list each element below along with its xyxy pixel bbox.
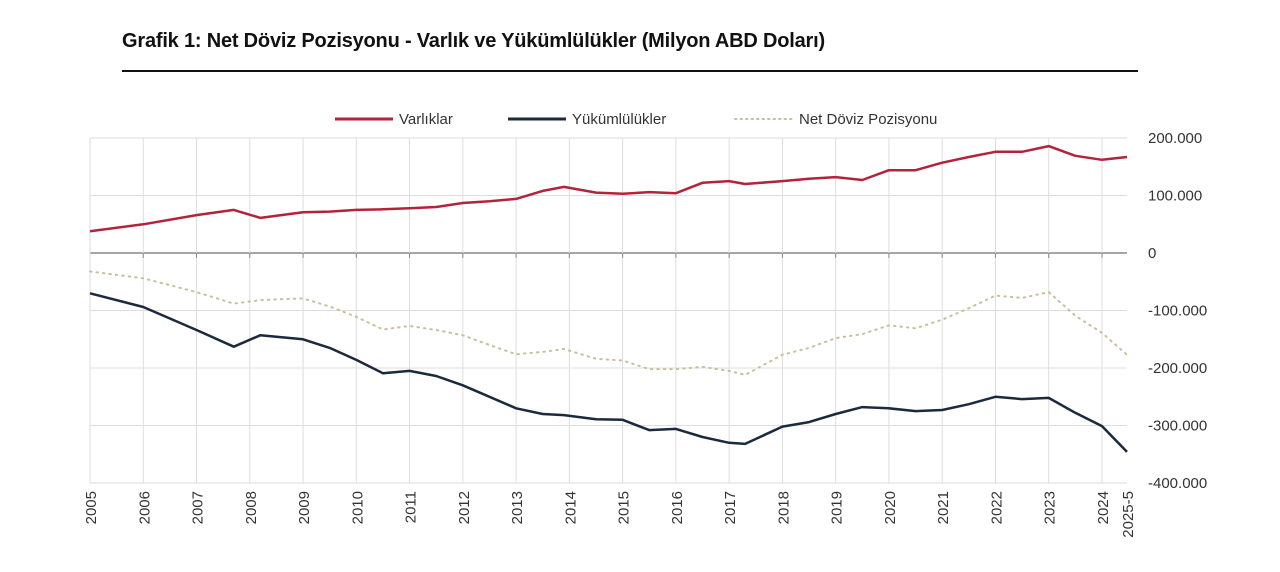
x-tick-label: 2021 bbox=[935, 491, 952, 524]
y-tick-label: 0 bbox=[1148, 245, 1156, 262]
x-tick-label: 2006 bbox=[136, 491, 153, 524]
y-tick-label: 200.000 bbox=[1148, 130, 1202, 147]
x-tick-label: 2025-5 bbox=[1120, 491, 1137, 538]
x-tick-label: 2020 bbox=[882, 491, 899, 524]
x-tick-label: 2016 bbox=[669, 491, 686, 524]
y-tick-label: -400.000 bbox=[1148, 475, 1207, 492]
series-line-2 bbox=[89, 270, 1128, 376]
x-tick-label: 2010 bbox=[349, 491, 366, 524]
legend-label: Net Döviz Pozisyonu bbox=[799, 111, 937, 128]
y-tick-label: -200.000 bbox=[1148, 360, 1207, 377]
series-line-0 bbox=[89, 144, 1128, 233]
x-tick-label: 2014 bbox=[562, 491, 579, 524]
y-tick-label: 100.000 bbox=[1148, 188, 1202, 205]
x-tick-label: 2008 bbox=[243, 491, 260, 524]
series-line-1 bbox=[89, 292, 1128, 453]
legend-label: Varlıklar bbox=[399, 111, 453, 128]
x-tick-label: 2009 bbox=[296, 491, 313, 524]
x-tick-label: 2011 bbox=[403, 491, 420, 523]
x-tick-label: 2015 bbox=[616, 491, 633, 524]
legend-label: Yükümlülükler bbox=[572, 111, 666, 128]
x-tick-label: 2023 bbox=[1042, 491, 1059, 524]
x-tick-label: 2007 bbox=[190, 491, 207, 524]
x-tick-label: 2024 bbox=[1095, 491, 1112, 524]
x-tick-label: 2012 bbox=[456, 491, 473, 524]
chart-title: Grafik 1: Net Döviz Pozisyonu - Varlık v… bbox=[122, 30, 825, 52]
x-tick-label: 2013 bbox=[509, 491, 526, 524]
y-tick-label: -100.000 bbox=[1148, 303, 1207, 320]
y-tick-label: -300.000 bbox=[1148, 418, 1207, 435]
x-tick-label: 2017 bbox=[722, 491, 739, 524]
x-tick-label: 2005 bbox=[83, 491, 100, 524]
x-tick-label: 2019 bbox=[829, 491, 846, 524]
x-tick-label: 2018 bbox=[775, 491, 792, 524]
title-rule bbox=[122, 70, 1138, 72]
x-tick-label: 2022 bbox=[988, 491, 1005, 524]
